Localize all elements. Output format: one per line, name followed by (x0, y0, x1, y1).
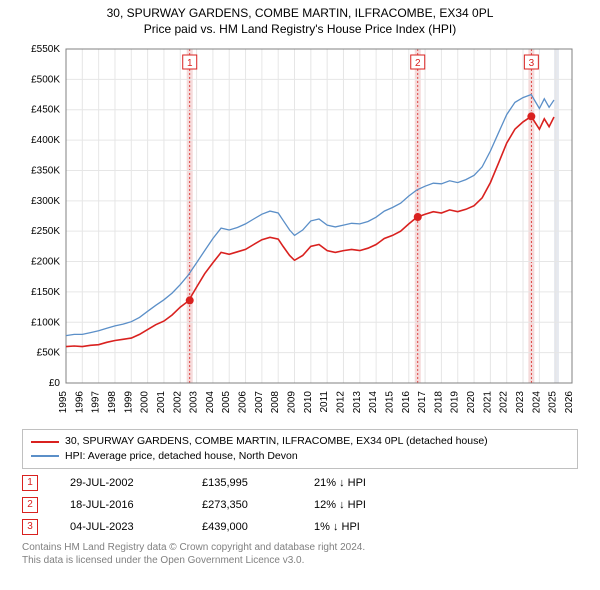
svg-text:2010: 2010 (303, 391, 314, 414)
sale-diff-2: 12% ↓ HPI (314, 499, 434, 511)
svg-text:2021: 2021 (482, 391, 493, 414)
footnote-line-1: Contains HM Land Registry data © Crown c… (22, 541, 578, 554)
sales-table: 1 29-JUL-2002 £135,995 21% ↓ HPI 2 18-JU… (22, 475, 578, 535)
svg-text:2012: 2012 (335, 391, 346, 414)
svg-text:2004: 2004 (205, 391, 216, 414)
svg-text:2026: 2026 (564, 391, 575, 414)
svg-text:£550K: £550K (31, 44, 60, 55)
svg-text:2008: 2008 (270, 391, 281, 414)
svg-text:£300K: £300K (31, 196, 60, 207)
svg-text:£100K: £100K (31, 317, 60, 328)
svg-text:2023: 2023 (515, 391, 526, 414)
svg-text:2006: 2006 (238, 391, 249, 414)
svg-text:2011: 2011 (319, 391, 330, 413)
title-line-1: 30, SPURWAY GARDENS, COMBE MARTIN, ILFRA… (10, 6, 590, 22)
legend: 30, SPURWAY GARDENS, COMBE MARTIN, ILFRA… (22, 429, 578, 468)
legend-swatch-2 (31, 455, 59, 457)
legend-swatch-1 (31, 441, 59, 443)
svg-text:1996: 1996 (74, 391, 85, 414)
sale-diff-1: 21% ↓ HPI (314, 477, 434, 489)
svg-text:2017: 2017 (417, 391, 428, 414)
svg-text:1997: 1997 (91, 391, 102, 414)
svg-text:2019: 2019 (450, 391, 461, 414)
table-row: 2 18-JUL-2016 £273,350 12% ↓ HPI (22, 497, 578, 513)
svg-text:2015: 2015 (384, 391, 395, 414)
sale-price-2: £273,350 (202, 499, 282, 511)
svg-text:2014: 2014 (368, 391, 379, 414)
legend-label-1: 30, SPURWAY GARDENS, COMBE MARTIN, ILFRA… (65, 434, 488, 449)
svg-text:2005: 2005 (221, 391, 232, 414)
svg-text:1995: 1995 (58, 391, 69, 414)
sale-marker-1: 1 (22, 475, 38, 491)
svg-text:£350K: £350K (31, 166, 60, 177)
sale-marker-2: 2 (22, 497, 38, 513)
title-line-2: Price paid vs. HM Land Registry's House … (10, 22, 590, 38)
price-chart: £0 £50K £100K £150K £200K £250K £300K £350K £400… (20, 41, 580, 421)
svg-text:2020: 2020 (466, 391, 477, 414)
svg-text:2: 2 (415, 58, 421, 69)
footnote-line-2: This data is licensed under the Open Gov… (22, 554, 578, 567)
sale-date-2: 18-JUL-2016 (70, 499, 170, 511)
svg-text:2000: 2000 (140, 391, 151, 414)
svg-text:£250K: £250K (31, 226, 60, 237)
svg-text:£0: £0 (49, 378, 61, 389)
svg-text:£400K: £400K (31, 135, 60, 146)
svg-text:£450K: £450K (31, 105, 60, 116)
sale-marker-3: 3 (22, 519, 38, 535)
svg-text:3: 3 (529, 58, 535, 69)
svg-text:£150K: £150K (31, 287, 60, 298)
footnote: Contains HM Land Registry data © Crown c… (22, 541, 578, 567)
svg-text:2024: 2024 (531, 391, 542, 414)
svg-text:2003: 2003 (189, 391, 200, 414)
chart-title: 30, SPURWAY GARDENS, COMBE MARTIN, ILFRA… (10, 6, 590, 37)
svg-text:2022: 2022 (499, 391, 510, 414)
sale-date-3: 04-JUL-2023 (70, 521, 170, 533)
chart-svg: £0 £50K £100K £150K £200K £250K £300K £350K £400… (20, 41, 580, 421)
svg-text:1: 1 (187, 58, 193, 69)
svg-text:1999: 1999 (123, 391, 134, 414)
legend-row-series1: 30, SPURWAY GARDENS, COMBE MARTIN, ILFRA… (31, 434, 569, 449)
sale-price-1: £135,995 (202, 477, 282, 489)
legend-row-series2: HPI: Average price, detached house, Nort… (31, 449, 569, 464)
table-row: 1 29-JUL-2002 £135,995 21% ↓ HPI (22, 475, 578, 491)
table-row: 3 04-JUL-2023 £439,000 1% ↓ HPI (22, 519, 578, 535)
svg-text:2002: 2002 (172, 391, 183, 414)
sale-diff-3: 1% ↓ HPI (314, 521, 434, 533)
svg-text:2013: 2013 (352, 391, 363, 414)
svg-text:2025: 2025 (548, 391, 559, 414)
sale-price-3: £439,000 (202, 521, 282, 533)
svg-text:2009: 2009 (287, 391, 298, 414)
svg-text:£200K: £200K (31, 257, 60, 268)
svg-text:2001: 2001 (156, 391, 167, 414)
svg-text:1998: 1998 (107, 391, 118, 414)
sale-date-1: 29-JUL-2002 (70, 477, 170, 489)
legend-label-2: HPI: Average price, detached house, Nort… (65, 449, 298, 464)
svg-text:£500K: £500K (31, 75, 60, 86)
svg-text:2007: 2007 (254, 391, 265, 414)
svg-text:2018: 2018 (433, 391, 444, 414)
svg-text:£50K: £50K (37, 348, 61, 359)
svg-text:2016: 2016 (401, 391, 412, 414)
